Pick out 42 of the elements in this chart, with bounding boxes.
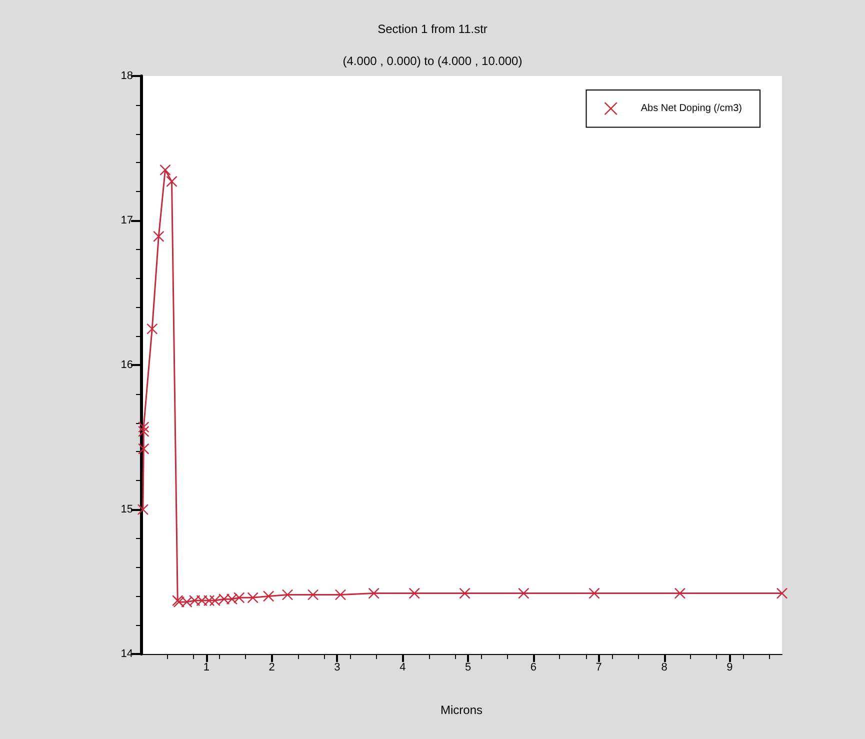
point: [776, 588, 788, 599]
point: [218, 593, 230, 605]
x-tick-label: 6: [530, 662, 537, 674]
x-tick-label: 7: [596, 662, 602, 674]
x-tick-label: 3: [334, 662, 340, 674]
point: [203, 594, 215, 606]
point: [138, 422, 150, 433]
point: [146, 323, 158, 334]
point: [588, 588, 600, 599]
point: [153, 230, 164, 242]
x-tick-label: 1: [203, 662, 210, 674]
point: [137, 504, 149, 516]
point: [408, 588, 420, 599]
x-tick-label: 5: [464, 662, 472, 674]
chart-title: Section 1 from 11.str: [378, 22, 488, 36]
point: [138, 443, 150, 454]
x-tick-label: 4: [400, 662, 406, 674]
x-tick-label: 2: [268, 662, 275, 674]
x-axis-title: Microns: [440, 703, 483, 717]
x-tick-label: 8: [661, 662, 668, 674]
point: [181, 596, 192, 608]
point: [166, 176, 178, 188]
legend-label: Abs Net Doping (/cm3): [640, 103, 742, 114]
y-tick-label: 17: [120, 214, 133, 226]
point: [262, 590, 274, 602]
point: [196, 594, 208, 606]
x-tick-label: 9: [726, 662, 733, 674]
chart-subtitle: (4.000 , 0.000) to (4.000 , 10.000): [342, 54, 522, 68]
point: [189, 594, 200, 606]
point: [234, 592, 245, 604]
point: [459, 588, 470, 599]
point: [282, 589, 294, 600]
point: [247, 592, 258, 604]
point: [368, 588, 380, 599]
point: [307, 589, 319, 600]
point: [160, 164, 171, 176]
point: [138, 426, 150, 438]
point: [674, 588, 686, 599]
point: [226, 593, 238, 605]
point: [209, 594, 221, 606]
point: [518, 588, 530, 599]
point: [334, 589, 346, 600]
